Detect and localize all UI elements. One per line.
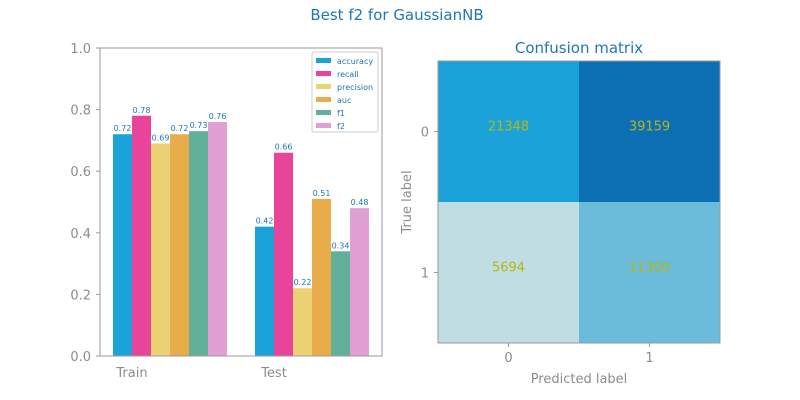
matrix-x-tick-label: 1: [645, 351, 653, 366]
x-tick-label: Train: [115, 366, 147, 381]
bar-f2-train: [208, 121, 227, 356]
figure-title: Best f2 for GaussianNB: [310, 6, 483, 24]
y-tick-label: 0.8: [70, 104, 91, 119]
legend: accuracy recall precision auc f1 f2: [311, 51, 379, 133]
bar-y-axis: 0.0 0.2 0.4 0.6 0.8 1.0: [70, 42, 100, 365]
bar-precision-train: [151, 143, 170, 356]
bar-plot-frame: [99, 47, 383, 357]
confusion-matrix-title: Confusion matrix: [515, 39, 643, 57]
matrix-cell-value: 21348: [488, 120, 529, 135]
legend-label-auc: auc: [337, 96, 351, 105]
bar-f2-test: [350, 208, 369, 356]
matrix-y-tick-label: 1: [421, 267, 429, 282]
bar-value-label: 0.73: [190, 121, 208, 130]
confusion-matrix-cells: 21348 39159 5694 11300: [438, 61, 720, 343]
legend-swatch-accuracy: [316, 58, 331, 63]
matrix-cell-0-0: [438, 61, 579, 202]
confusion-matrix-frame: [437, 60, 721, 344]
bar-recall-train: [132, 115, 151, 356]
legend-swatch-precision: [316, 84, 331, 89]
bar-value-label: 0.22: [294, 278, 312, 287]
bar-recall-test: [274, 152, 293, 356]
matrix-cell-1-0: [438, 202, 579, 343]
bar-f1-train: [189, 131, 208, 356]
legend-label-f2: f2: [337, 122, 345, 131]
matrix-cell-value: 5694: [492, 261, 525, 276]
y-tick-label: 1.0: [70, 42, 91, 57]
bar-value-label: 0.48: [351, 198, 369, 207]
matrix-x-tick-label: 0: [504, 351, 512, 366]
bar-accuracy-train: [113, 134, 132, 356]
bar-value-label: 0.69: [152, 133, 170, 142]
bar-chart: 0.00.20.40.60.81.0 Train Test 0.720.780.6…: [70, 42, 383, 381]
bar-value-label: 0.78: [133, 106, 151, 115]
bar-value-label: 0.72: [171, 124, 189, 133]
matrix-cell-1-1: [579, 202, 720, 343]
legend-label-precision: precision: [337, 83, 373, 92]
bar-precision-test: [293, 288, 312, 356]
bar-x-axis: Train Test: [115, 366, 286, 381]
y-tick-label: 0.2: [70, 288, 91, 303]
y-axis-label: True label: [400, 170, 415, 234]
bar-value-label: 0.72: [114, 124, 132, 133]
bar-value-label: 0.76: [209, 112, 227, 121]
matrix-y-tick-label: 0: [421, 126, 429, 141]
bar-accuracy-test: [255, 226, 274, 356]
legend-label-f1: f1: [337, 109, 345, 118]
bar-value-label: 0.66: [275, 143, 293, 152]
legend-label-recall: recall: [337, 70, 359, 79]
y-tick-label: 0.4: [70, 227, 91, 242]
bar-value-label: 0.51: [313, 189, 331, 198]
bar-series-group: [113, 115, 369, 356]
bar-value-label: 0.42: [256, 217, 274, 226]
legend-swatch-recall: [316, 71, 331, 76]
matrix-cell-0-1: [579, 61, 720, 202]
legend-swatch-f2: [316, 123, 331, 128]
confusion-matrix-ticks: 0 1 0 1: [421, 126, 654, 367]
y-tick-label: 0.0: [70, 350, 91, 365]
bar-f1-test: [331, 251, 350, 356]
legend-label-accuracy: accuracy: [337, 57, 373, 66]
y-tick-label: 0.6: [70, 165, 91, 180]
legend-swatch-f1: [316, 110, 331, 115]
bar-auc-train: [170, 134, 189, 356]
bar-auc-test: [312, 198, 331, 356]
matrix-cell-value: 39159: [629, 120, 670, 135]
x-axis-label: Predicted label: [531, 372, 628, 387]
matrix-cell-value: 11300: [629, 261, 670, 276]
bar-value-label: 0.34: [332, 241, 350, 250]
legend-swatch-auc: [316, 97, 331, 102]
x-tick-label: Test: [260, 366, 287, 381]
bar-data-labels: 0.720.780.690.72 0.730.760.420.660.220.51…: [114, 106, 369, 287]
